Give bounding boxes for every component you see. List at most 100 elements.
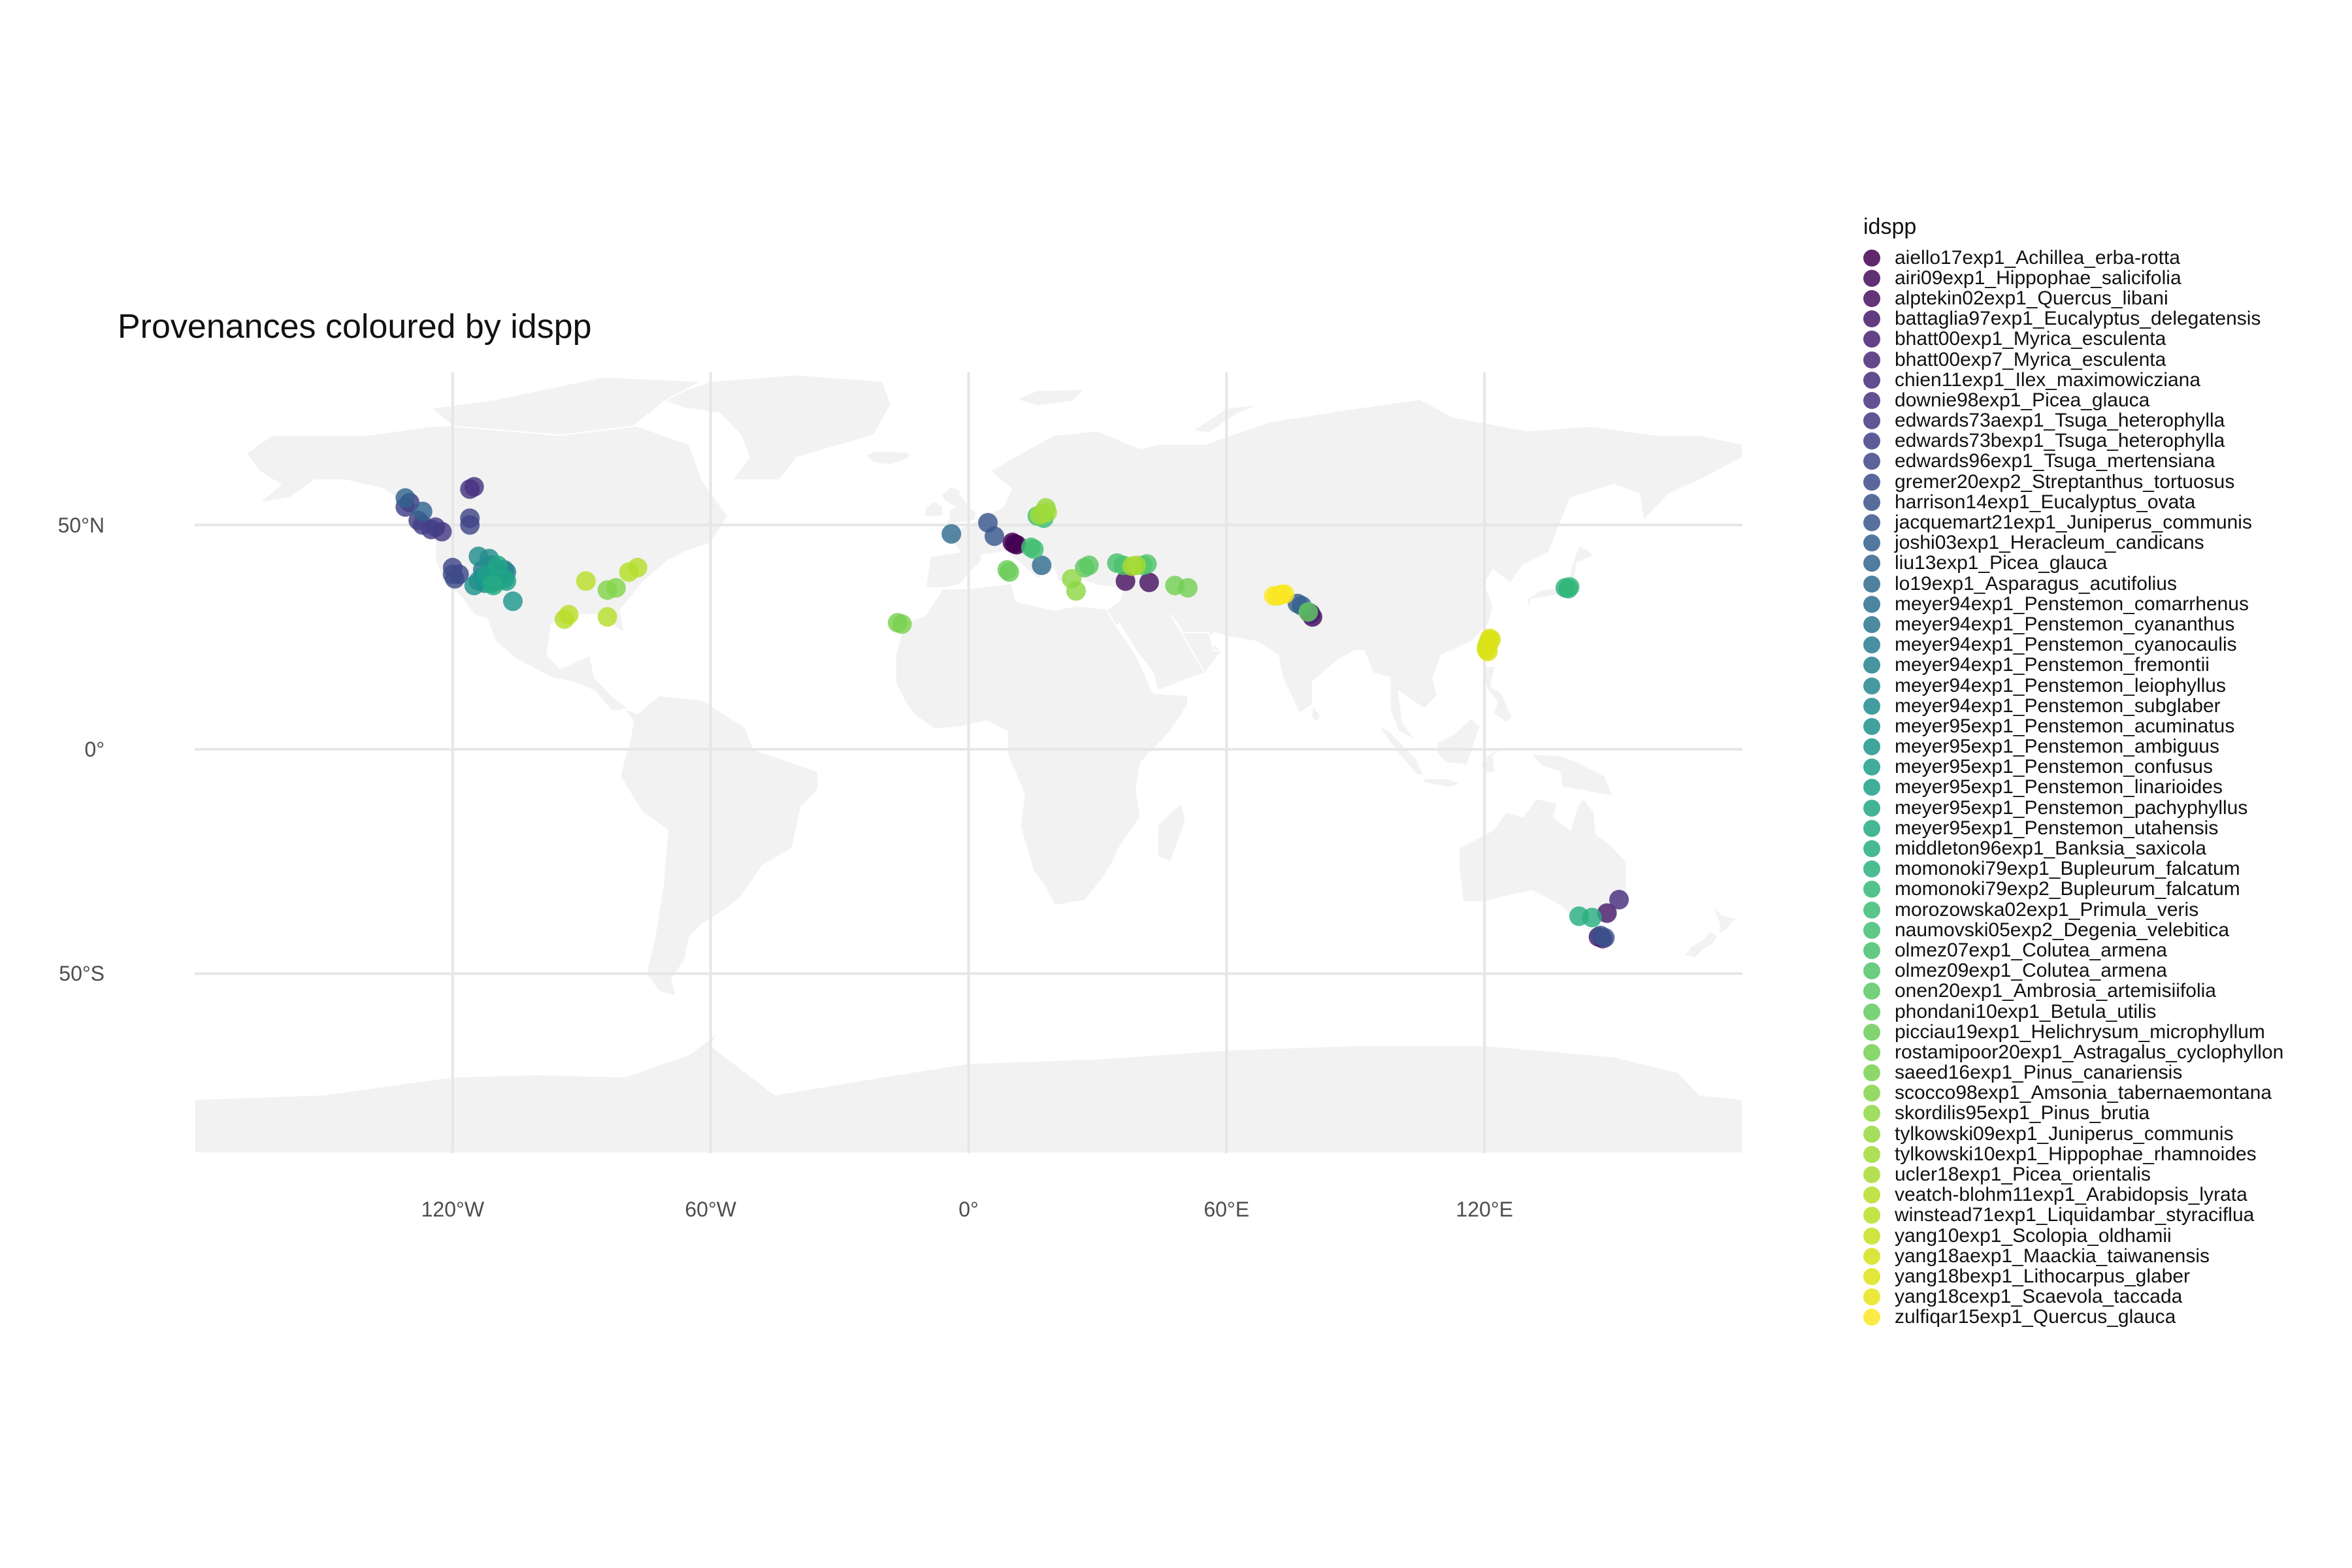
- provenance-point: [1037, 502, 1057, 523]
- legend-label: tylkowski09exp1_Juniperus_communis: [1895, 1122, 2234, 1145]
- legend-label: veatch-blohm11exp1_Arabidopsis_lyrata: [1895, 1184, 2247, 1206]
- legend-key-dot: [1863, 738, 1880, 756]
- legend-label: meyer95exp1_Penstemon_pachyphyllus: [1895, 796, 2248, 819]
- legend-label: meyer94exp1_Penstemon_fremontii: [1895, 654, 2210, 676]
- legend-item: zulfiqar15exp1_Quercus_glauca: [1863, 1306, 2283, 1328]
- provenance-point: [1590, 925, 1610, 945]
- legend-key-dot: [1863, 921, 1880, 939]
- provenance-point: [468, 546, 489, 566]
- provenance-point: [985, 526, 1004, 546]
- legend-key-dot: [1863, 1023, 1880, 1041]
- provenance-point: [1569, 906, 1589, 926]
- land-borneo: [1436, 717, 1481, 766]
- legend-label: chien11exp1_Ilex_maximowicziana: [1895, 368, 2201, 391]
- legend-key-dot: [1863, 433, 1880, 450]
- legend-label: olmez09exp1_Colutea_armena: [1895, 960, 2167, 982]
- provenance-point: [892, 614, 912, 634]
- provenance-point: [1609, 890, 1629, 909]
- provenance-point: [1002, 532, 1022, 553]
- legend-item: bhatt00exp1_Myrica_esculenta: [1863, 328, 2283, 350]
- legend-key-dot: [1863, 697, 1880, 715]
- provenance-point: [1597, 903, 1617, 923]
- legend-label: zulfiqar15exp1_Quercus_glauca: [1895, 1306, 2176, 1328]
- legend-key-dot: [1863, 717, 1880, 735]
- legend-item: harrison14exp1_Eucalyptus_ovata: [1863, 491, 2283, 513]
- provenance-point: [442, 564, 463, 585]
- legend-key-dot: [1863, 575, 1880, 593]
- legend-key-dot: [1863, 779, 1880, 796]
- provenance-point: [1115, 571, 1135, 591]
- provenance-point: [1298, 602, 1318, 622]
- legend-label: edwards96exp1_Tsuga_mertensiana: [1895, 450, 2215, 472]
- legend-label: meyer94exp1_Penstemon_leiophyllus: [1895, 674, 2226, 696]
- legend-label: lo19exp1_Asparagus_acutifolius: [1895, 572, 2177, 595]
- x-tick-label: 60°E: [1203, 1198, 1250, 1221]
- legend-item: chien11exp1_Ilex_maximowicziana: [1863, 368, 2283, 391]
- legend-label: bhatt00exp1_Myrica_esculenta: [1895, 328, 2166, 350]
- provenance-point: [941, 524, 962, 544]
- legend-item: edwards73aexp1_Tsuga_heterophylla: [1863, 410, 2283, 431]
- legend-label: meyer94exp1_Penstemon_cyanocaulis: [1895, 634, 2237, 656]
- legend-label: joshi03exp1_Heracleum_candicans: [1895, 532, 2204, 554]
- legend-label: aiello17exp1_Achillea_erba-rotta: [1895, 246, 2180, 269]
- legend-label: momonoki79exp1_Bupleurum_falcatum: [1895, 858, 2240, 880]
- legend-key-dot: [1863, 1309, 1880, 1326]
- legend-item: joshi03exp1_Heracleum_candicans: [1863, 532, 2283, 554]
- legend-key-dot: [1863, 473, 1880, 491]
- provenance-points: [395, 477, 1629, 949]
- legend-item: winstead71exp1_Liquidambar_styraciflua: [1863, 1204, 2283, 1226]
- legend-key-dot: [1863, 636, 1880, 654]
- legend-item: downie98exp1_Picea_glauca: [1863, 389, 2283, 411]
- legend-label: morozowska02exp1_Primula_veris: [1895, 898, 2199, 921]
- land-arabia-gulf-fix: [1169, 614, 1224, 674]
- legend-key-dot: [1863, 962, 1880, 980]
- legend-item: rostamipoor20exp1_Astragalus_cyclophyllo…: [1863, 1041, 2283, 1063]
- legend-item: naumovski05exp2_Degenia_velebitica: [1863, 919, 2283, 941]
- legend-key-dot: [1863, 310, 1880, 328]
- legend-key-dot: [1863, 331, 1880, 348]
- legend-item: meyer95exp1_Penstemon_ambiguus: [1863, 736, 2283, 757]
- legend-label: scocco98exp1_Amsonia_tabernaemontana: [1895, 1082, 2272, 1104]
- legend-label: liu13exp1_Picea_glauca: [1895, 552, 2108, 574]
- legend-item: skordilis95exp1_Pinus_brutia: [1863, 1102, 2283, 1124]
- provenance-point: [1126, 555, 1147, 576]
- land-madagascar: [1157, 802, 1186, 862]
- legend-label: olmez07exp1_Colutea_armena: [1895, 939, 2167, 961]
- legend-label: meyer94exp1_Penstemon_subglaber: [1895, 694, 2221, 717]
- provenance-point: [483, 576, 504, 596]
- legend-key-dot: [1863, 269, 1880, 287]
- legend-item: edwards96exp1_Tsuga_mertensiana: [1863, 450, 2283, 472]
- legend-label: saeed16exp1_Pinus_canariensis: [1895, 1062, 2183, 1084]
- legend-item: phondani10exp1_Betula_utilis: [1863, 1001, 2283, 1022]
- legend-item: airi09exp1_Hippophae_salicifolia: [1863, 267, 2283, 289]
- land-australia: [1458, 797, 1627, 925]
- legend-label: yang10exp1_Scolopia_oldhamii: [1895, 1224, 2172, 1247]
- legend-item: gremer20exp2_Streptanthus_tortuosus: [1863, 471, 2283, 493]
- provenance-point: [1066, 581, 1086, 601]
- legend-label: meyer95exp1_Penstemon_confusus: [1895, 756, 2213, 778]
- chart-title: Provenances coloured by idspp: [118, 308, 592, 346]
- land-new-guinea: [1530, 753, 1615, 798]
- legend-item: morozowska02exp1_Primula_veris: [1863, 898, 2283, 921]
- legend-item: meyer94exp1_Penstemon_fremontii: [1863, 654, 2283, 676]
- provenance-point: [606, 578, 626, 598]
- land-svalbard: [1013, 389, 1086, 407]
- legend-key-dot: [1863, 1085, 1880, 1102]
- legend-item: meyer94exp1_Penstemon_cyanocaulis: [1863, 634, 2283, 656]
- legend-item: yang18cexp1_Scaevola_taccada: [1863, 1286, 2283, 1307]
- legend-label: alptekin02exp1_Quercus_libani: [1895, 287, 2168, 309]
- legend-key-dot: [1863, 901, 1880, 919]
- legend-key-dot: [1863, 1186, 1880, 1204]
- legend-item: bhatt00exp7_Myrica_esculenta: [1863, 349, 2283, 370]
- legend-item: yang10exp1_Scolopia_oldhamii: [1863, 1224, 2283, 1247]
- legend-label: edwards73bexp1_Tsuga_heterophylla: [1895, 430, 2225, 452]
- land-iceland: [864, 450, 911, 466]
- provenance-point: [503, 591, 523, 612]
- legend-item: picciau19exp1_Helichrysum_microphyllum: [1863, 1021, 2283, 1043]
- legend-label: battaglia97exp1_Eucalyptus_delegatensis: [1895, 308, 2261, 330]
- x-tick-label: 120°W: [421, 1198, 485, 1221]
- provenance-point: [1478, 642, 1498, 662]
- legend-key-dot: [1863, 1125, 1880, 1143]
- land-sri-lanka: [1311, 703, 1322, 724]
- provenance-point: [1264, 586, 1284, 606]
